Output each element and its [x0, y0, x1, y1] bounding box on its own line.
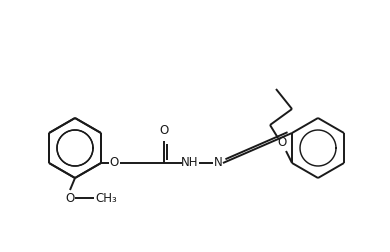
Text: O: O [277, 137, 287, 149]
Text: N: N [214, 156, 222, 170]
Text: CH₃: CH₃ [95, 192, 117, 205]
Text: O: O [66, 192, 74, 205]
Text: O: O [160, 123, 168, 137]
Text: NH: NH [181, 156, 199, 170]
Text: O: O [109, 156, 119, 170]
